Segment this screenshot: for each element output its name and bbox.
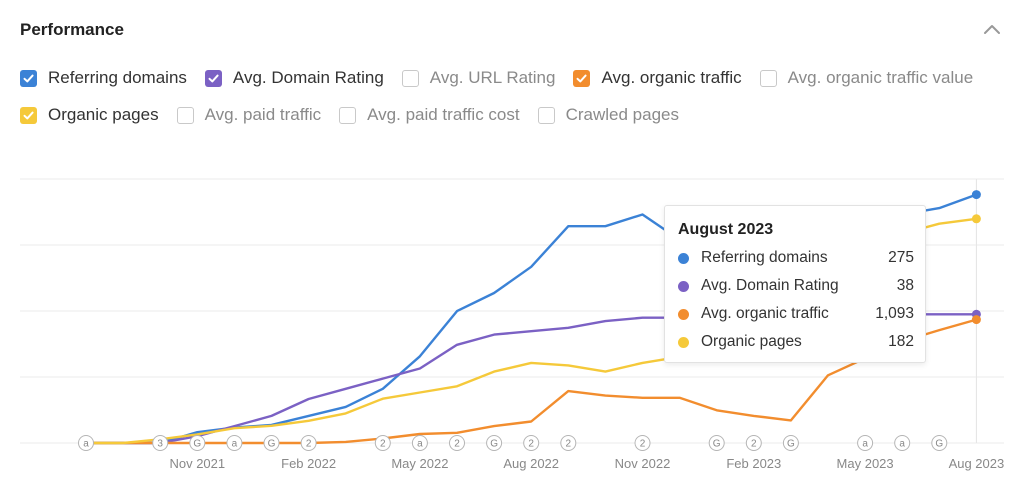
x-tick-label: Nov 2022 bbox=[615, 456, 671, 471]
svg-text:2: 2 bbox=[306, 439, 312, 450]
svg-text:G: G bbox=[268, 439, 276, 450]
svg-text:2: 2 bbox=[566, 439, 572, 450]
tooltip-series-value: 38 bbox=[896, 277, 914, 294]
event-marker[interactable]: a bbox=[411, 435, 428, 451]
legend-row-1: Referring domains Avg. Domain Rating Avg. … bbox=[20, 68, 991, 88]
legend-label: Avg. URL Rating bbox=[429, 68, 556, 87]
svg-text:a: a bbox=[232, 439, 238, 450]
panel-title: Performance bbox=[20, 20, 124, 39]
tooltip-series-name: Referring domains bbox=[701, 249, 828, 266]
event-marker[interactable]: G bbox=[263, 435, 280, 451]
series-dot-icon bbox=[678, 280, 689, 292]
event-marker[interactable]: 2 bbox=[745, 435, 762, 451]
svg-text:G: G bbox=[787, 439, 795, 450]
svg-text:a: a bbox=[862, 439, 868, 450]
series-point-referring-domains bbox=[971, 190, 981, 200]
svg-text:a: a bbox=[417, 439, 423, 450]
legend-label: Avg. paid traffic cost bbox=[367, 105, 520, 124]
legend-label: Avg. paid traffic bbox=[204, 105, 322, 124]
svg-text:a: a bbox=[83, 439, 89, 450]
legend-label: Avg. organic traffic value bbox=[787, 68, 974, 87]
tooltip-series-value: 275 bbox=[888, 249, 914, 266]
x-tick-label: May 2023 bbox=[837, 456, 894, 471]
x-tick-label: Aug 2023 bbox=[949, 456, 1005, 471]
legend-label: Crawled pages bbox=[565, 105, 679, 124]
event-marker[interactable]: 2 bbox=[300, 435, 317, 451]
svg-text:G: G bbox=[935, 439, 943, 450]
tooltip-series-value: 1,093 bbox=[875, 305, 914, 322]
checkbox-unchecked-icon[interactable] bbox=[537, 106, 555, 124]
legend-avg-domain-rating[interactable]: Avg. Domain Rating bbox=[204, 68, 384, 88]
series-point-organic-pages bbox=[971, 214, 981, 224]
checkbox-checked-icon[interactable] bbox=[20, 106, 37, 124]
svg-text:2: 2 bbox=[454, 439, 460, 450]
checkbox-checked-icon[interactable] bbox=[204, 69, 222, 87]
tooltip-title: August 2023 bbox=[678, 221, 774, 238]
svg-text:G: G bbox=[713, 439, 721, 450]
event-marker[interactable]: a bbox=[857, 435, 874, 451]
svg-text:a: a bbox=[899, 439, 905, 450]
event-marker[interactable]: G bbox=[189, 435, 206, 451]
checkbox-unchecked-icon[interactable] bbox=[339, 106, 357, 124]
svg-text:2: 2 bbox=[640, 439, 646, 450]
x-tick-label: Aug 2022 bbox=[503, 456, 559, 471]
event-marker[interactable]: a bbox=[78, 435, 94, 451]
series-dot-icon bbox=[678, 308, 689, 320]
x-tick-label: Feb 2023 bbox=[726, 456, 781, 471]
event-marker[interactable]: 2 bbox=[449, 435, 465, 451]
legend-avg-url-rating[interactable]: Avg. URL Rating bbox=[401, 68, 556, 88]
event-marker[interactable]: a bbox=[894, 435, 911, 451]
checkbox-unchecked-icon[interactable] bbox=[401, 69, 419, 87]
x-tick-label: May 2022 bbox=[391, 456, 448, 471]
svg-text:G: G bbox=[490, 439, 498, 450]
event-marker[interactable]: 2 bbox=[560, 435, 577, 451]
tooltip-series-name: Avg. Domain Rating bbox=[701, 277, 839, 294]
checkbox-checked-icon[interactable] bbox=[20, 69, 37, 87]
x-tick-label: Feb 2022 bbox=[281, 456, 336, 471]
svg-text:3: 3 bbox=[157, 439, 163, 450]
tooltip-row: Avg. Domain Rating 38 bbox=[678, 276, 914, 296]
legend-label: Avg. Domain Rating bbox=[232, 68, 384, 87]
event-marker[interactable]: 2 bbox=[374, 435, 391, 451]
svg-text:2: 2 bbox=[380, 439, 386, 450]
tooltip-row: Avg. organic traffic 1,093 bbox=[678, 304, 914, 324]
tooltip-row: Organic pages 182 bbox=[678, 332, 914, 352]
event-marker[interactable]: 2 bbox=[634, 435, 651, 451]
tooltip-series-name: Avg. organic traffic bbox=[701, 305, 829, 322]
event-marker[interactable]: G bbox=[486, 435, 503, 451]
legend-label: Organic pages bbox=[48, 105, 159, 124]
x-tick-label: Nov 2021 bbox=[169, 456, 225, 471]
legend-avg-organic-traffic[interactable]: Avg. organic traffic bbox=[573, 68, 742, 88]
event-marker[interactable]: G bbox=[708, 435, 725, 451]
legend-referring-domains[interactable]: Referring domains bbox=[20, 68, 187, 88]
legend-crawled-pages[interactable]: Crawled pages bbox=[537, 105, 679, 125]
legend-avg-organic-traffic-value[interactable]: Avg. organic traffic value bbox=[759, 68, 974, 88]
checkbox-unchecked-icon[interactable] bbox=[176, 106, 194, 124]
checkbox-checked-icon[interactable] bbox=[573, 69, 591, 87]
event-marker[interactable]: G bbox=[931, 435, 948, 451]
event-marker[interactable]: G bbox=[782, 435, 799, 451]
legend-organic-pages[interactable]: Organic pages bbox=[20, 105, 159, 125]
checkbox-unchecked-icon[interactable] bbox=[759, 69, 777, 87]
series-dot-icon bbox=[678, 336, 689, 348]
chart-tooltip: August 2023 Referring domains 275 Avg. Dom… bbox=[664, 205, 926, 363]
legend-avg-paid-traffic-cost[interactable]: Avg. paid traffic cost bbox=[339, 105, 520, 125]
legend-label: Referring domains bbox=[48, 68, 187, 87]
legend-avg-paid-traffic[interactable]: Avg. paid traffic bbox=[176, 105, 322, 125]
svg-text:2: 2 bbox=[528, 439, 534, 450]
chevron-up-icon[interactable] bbox=[980, 18, 1004, 42]
event-marker[interactable]: 2 bbox=[523, 435, 540, 451]
performance-header: Performance bbox=[20, 18, 1004, 42]
tooltip-series-name: Organic pages bbox=[701, 333, 802, 350]
tooltip-row: Referring domains 275 bbox=[678, 248, 914, 268]
legend-row-2: Organic pages Avg. paid traffic Avg. paid … bbox=[20, 105, 697, 125]
series-dot-icon bbox=[678, 252, 689, 264]
svg-text:G: G bbox=[193, 439, 201, 450]
event-marker[interactable]: 3 bbox=[152, 435, 169, 451]
tooltip-series-value: 182 bbox=[888, 333, 914, 350]
legend-label: Avg. organic traffic bbox=[601, 68, 742, 87]
event-marker[interactable]: a bbox=[226, 435, 243, 451]
svg-text:2: 2 bbox=[751, 439, 757, 450]
series-point-avg-organic-traffic bbox=[971, 315, 981, 325]
